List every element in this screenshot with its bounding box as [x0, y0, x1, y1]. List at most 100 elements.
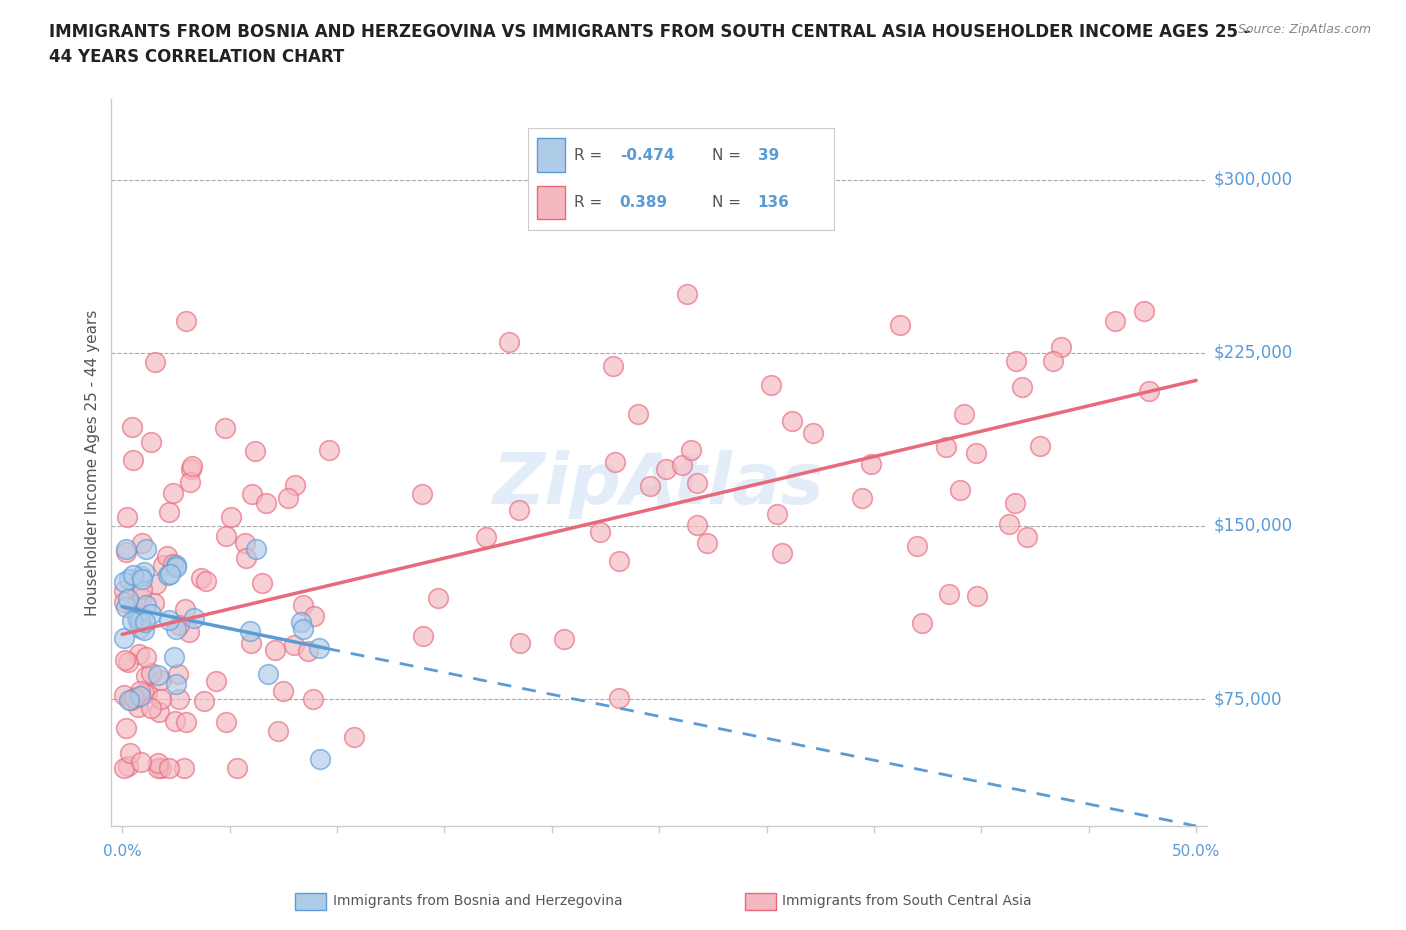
Point	[129, 591, 152, 605]
Point	[163, 650, 186, 665]
Point	[553, 631, 575, 646]
Point	[148, 705, 170, 720]
Point	[267, 724, 290, 738]
Point	[290, 615, 312, 630]
Point	[252, 576, 274, 591]
Point	[131, 536, 153, 551]
Point	[152, 558, 174, 573]
Point	[696, 536, 718, 551]
Point	[780, 414, 803, 429]
Point	[134, 685, 156, 700]
Point	[1011, 379, 1033, 394]
Text: Immigrants from Bosnia and Herzegovina: Immigrants from Bosnia and Herzegovina	[333, 894, 623, 909]
Point	[194, 574, 217, 589]
Point	[125, 609, 148, 624]
Text: 0.0%: 0.0%	[103, 844, 142, 859]
Point	[949, 483, 972, 498]
Point	[1004, 496, 1026, 511]
Point	[686, 518, 709, 533]
Point	[304, 608, 326, 623]
Point	[149, 761, 172, 776]
Point	[235, 551, 257, 565]
Point	[219, 510, 242, 525]
Point	[1042, 354, 1064, 369]
Point	[120, 746, 142, 761]
Point	[301, 692, 323, 707]
Point	[122, 691, 145, 706]
Point	[938, 587, 960, 602]
Point	[134, 622, 156, 637]
Point	[150, 672, 173, 687]
Point	[148, 761, 170, 776]
Point	[117, 759, 139, 774]
Point	[498, 335, 520, 350]
Point	[120, 693, 142, 708]
Point	[277, 490, 299, 505]
Point	[283, 478, 305, 493]
Point	[122, 567, 145, 582]
Point	[851, 490, 873, 505]
Point	[146, 755, 169, 770]
Point	[889, 317, 911, 332]
Point	[177, 625, 200, 640]
Point	[952, 406, 974, 421]
Point	[283, 638, 305, 653]
Point	[157, 612, 180, 627]
Point	[128, 614, 150, 629]
Point	[162, 485, 184, 500]
Point	[159, 566, 181, 581]
Point	[343, 730, 366, 745]
Point	[135, 669, 157, 684]
Point	[1050, 339, 1073, 354]
Point	[115, 545, 138, 560]
Point	[508, 503, 530, 518]
Y-axis label: Householder Income Ages 25 - 44 years: Householder Income Ages 25 - 44 years	[86, 309, 100, 616]
Point	[638, 478, 661, 493]
Point	[291, 598, 314, 613]
Point	[127, 613, 149, 628]
Point	[1137, 383, 1160, 398]
Point	[966, 589, 988, 604]
Point	[145, 576, 167, 591]
Point	[112, 575, 135, 590]
Point	[759, 378, 782, 392]
Point	[114, 541, 136, 556]
Point	[607, 691, 630, 706]
Point	[173, 761, 195, 776]
Point	[233, 536, 256, 551]
Point	[131, 571, 153, 586]
Point	[117, 591, 139, 606]
Point	[165, 560, 187, 575]
Point	[167, 692, 190, 707]
Point	[214, 714, 236, 729]
Point	[215, 528, 238, 543]
Point	[426, 591, 449, 605]
Point	[146, 667, 169, 682]
Point	[240, 487, 263, 502]
Point	[475, 530, 498, 545]
Point	[165, 713, 187, 728]
Point	[127, 613, 149, 628]
Point	[157, 761, 180, 776]
Point	[150, 691, 173, 706]
Point	[181, 458, 204, 473]
Point	[139, 666, 162, 681]
Point	[174, 313, 197, 328]
Point	[162, 557, 184, 572]
Point	[115, 600, 138, 615]
Point	[129, 688, 152, 703]
Text: $75,000: $75,000	[1213, 690, 1282, 708]
Point	[180, 461, 202, 476]
Point	[112, 631, 135, 645]
Point	[143, 354, 166, 369]
Point	[1005, 353, 1028, 368]
Point	[134, 614, 156, 629]
Point	[627, 406, 650, 421]
Point	[135, 598, 157, 613]
Point	[114, 761, 136, 776]
Point	[115, 510, 138, 525]
Point	[156, 567, 179, 582]
Point	[1133, 303, 1156, 318]
Point	[671, 458, 693, 472]
Point	[165, 621, 187, 636]
